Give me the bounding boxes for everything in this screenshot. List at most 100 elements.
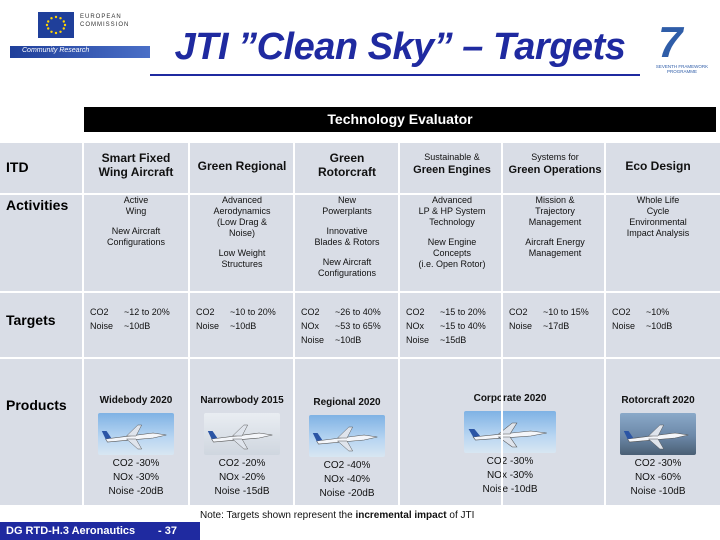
activity-line: Advanced — [221, 195, 263, 205]
targets-cell: CO2 ~26 to 40% NOx ~53 to 65% Noise ~10dB — [301, 305, 397, 347]
product-target-line: Noise -15dB — [214, 486, 270, 497]
target-line: CO2 ~15 to 20% — [406, 305, 502, 319]
targets-row-bg — [0, 293, 720, 357]
aircraft-image — [309, 415, 385, 457]
target-key: CO2 — [196, 307, 215, 317]
activity-line: Advanced — [431, 195, 473, 205]
itd-header-5: Eco Design — [606, 159, 710, 173]
itd-header-line1: Smart Fixed — [101, 151, 171, 165]
activity-line: New Aircraft — [322, 257, 372, 267]
eu-logo: EUROPEAN COMMISSION Community Research — [10, 8, 150, 58]
target-key: CO2 — [509, 307, 528, 317]
activity-line: Management — [528, 248, 582, 258]
target-value: ~10 to 20% — [230, 307, 276, 317]
activity-line: Aerodynamics — [213, 206, 271, 216]
product-name: Rotorcraft 2020 — [621, 395, 695, 406]
row-label-activities: Activities — [6, 197, 69, 213]
target-value: ~53 to 65% — [335, 321, 381, 331]
activity-line — [503, 228, 607, 237]
activity-line: New — [337, 195, 356, 205]
targets-cell: CO2 ~15 to 20% NOx ~15 to 40% Noise ~15dB — [406, 305, 502, 347]
activity-line: New Engine — [427, 237, 477, 247]
target-line: Noise ~10dB — [90, 319, 186, 333]
itd-row-bg — [0, 143, 720, 193]
activities-cell: Whole Life Cycle Environmental Impact Analy… — [606, 195, 710, 239]
itd-header-line1: Systems for — [531, 152, 579, 162]
activity-line: Wing — [125, 206, 147, 216]
activities-cell: Active Wing New Aircraft Configurations — [84, 195, 188, 248]
target-value: ~15 to 40% — [440, 321, 486, 331]
column-separator — [293, 143, 295, 505]
target-line: Noise ~10dB — [612, 319, 708, 333]
target-key: Noise — [196, 321, 220, 331]
target-value: ~15dB — [440, 335, 467, 345]
aircraft-image — [204, 413, 280, 455]
activity-line: New Aircraft — [111, 226, 161, 236]
itd-header-0: Smart Fixed Wing Aircraft — [84, 151, 188, 179]
activity-line: (Low Drag & — [216, 217, 268, 227]
target-line: Noise ~10dB — [301, 333, 397, 347]
product-target-line: NOx -30% — [112, 472, 160, 483]
product-targets: CO2 -30% NOx -30% Noise -10dB — [450, 455, 570, 497]
target-value: ~10dB — [646, 321, 673, 331]
target-line: CO2 ~12 to 20% — [90, 305, 186, 319]
activity-line: Powerplants — [322, 206, 372, 216]
activity-line — [295, 248, 399, 257]
aircraft-image — [98, 413, 174, 455]
product-target-line: NOx -20% — [218, 472, 266, 483]
target-line: CO2 ~10% — [612, 305, 708, 319]
product-target-line: CO2 -30% — [634, 458, 682, 469]
targets-cell: CO2 ~12 to 20% Noise ~10dB — [90, 305, 186, 333]
eu-band-label: Community Research — [22, 47, 90, 54]
product-target-line: CO2 -20% — [218, 458, 266, 469]
fp7-seven-icon: 7 — [658, 18, 683, 67]
activities-row-bg — [0, 195, 720, 291]
itd-header-line1: Eco Design — [625, 159, 691, 173]
itd-header-line1: Sustainable & — [424, 152, 480, 162]
target-value: ~10 to 15% — [543, 307, 589, 317]
page-number: - 37 — [158, 525, 177, 537]
target-key: CO2 — [301, 307, 320, 317]
target-key: CO2 — [612, 307, 631, 317]
product-name: Narrowbody 2015 — [200, 395, 284, 406]
activity-line: Environmental — [629, 217, 687, 227]
activity-line: Low Weight — [218, 248, 266, 258]
target-line: Noise ~10dB — [196, 319, 292, 333]
target-value: ~12 to 20% — [124, 307, 170, 317]
target-key: NOx — [406, 321, 424, 331]
activity-line: Configurations — [317, 268, 377, 278]
target-line: Noise ~17dB — [509, 319, 605, 333]
product-targets: CO2 -40% NOx -40% Noise -20dB — [295, 459, 399, 501]
aircraft-image — [464, 411, 556, 453]
targets-cell: CO2 ~10% Noise ~10dB — [612, 305, 708, 333]
itd-header-line2: Wing Aircraft — [98, 165, 174, 179]
product-name: Regional 2020 — [313, 397, 381, 408]
activities-cell: Advanced LP & HP System Technology New Engi… — [400, 195, 504, 270]
activity-line — [190, 239, 294, 248]
eu-name-line2: COMMISSION — [80, 22, 130, 28]
target-value: ~17dB — [543, 321, 570, 331]
target-key: Noise — [406, 335, 430, 345]
activities-cell: Advanced Aerodynamics (Low Drag & Noise) Low… — [190, 195, 294, 270]
product-target-line: CO2 -40% — [323, 460, 371, 471]
activity-line: Structures — [221, 259, 263, 269]
target-line: NOx ~15 to 40% — [406, 319, 502, 333]
product-targets: CO2 -30% NOx -60% Noise -10dB — [606, 457, 710, 499]
itd-header-line2: Rotorcraft — [317, 165, 376, 179]
target-value: ~10% — [646, 307, 670, 317]
column-separator — [604, 143, 606, 505]
activity-line — [400, 228, 504, 237]
target-value: ~26 to 40% — [335, 307, 381, 317]
product-target-line: Noise -20dB — [108, 486, 164, 497]
targets-table: ITD Activities Targets Products Smart Fi… — [0, 137, 720, 517]
product-target-line: CO2 -30% — [112, 458, 160, 469]
activity-line: LP & HP System — [418, 206, 486, 216]
column-separator — [398, 143, 400, 505]
activities-cell: Mission & Trajectory Management Aircraft En… — [503, 195, 607, 259]
title-underline — [150, 74, 640, 76]
target-line: Noise ~15dB — [406, 333, 502, 347]
footnote-bold: incremental impact — [355, 510, 447, 521]
activity-line: Technology — [429, 217, 475, 227]
product-targets: CO2 -20% NOx -20% Noise -15dB — [190, 457, 294, 499]
activity-line: Trajectory — [535, 206, 575, 216]
